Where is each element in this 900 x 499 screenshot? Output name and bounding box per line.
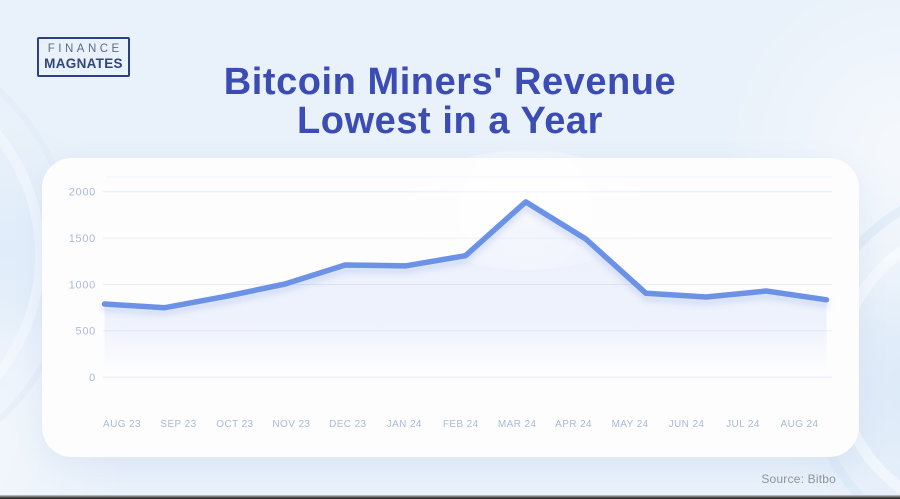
svg-text:2000: 2000 [69, 187, 96, 199]
svg-text:APR 24: APR 24 [555, 419, 592, 430]
svg-text:JUN 24: JUN 24 [669, 419, 705, 430]
svg-text:OCT 23: OCT 23 [216, 419, 253, 430]
svg-text:AUG 23: AUG 23 [103, 419, 141, 430]
svg-text:MAR 24: MAR 24 [498, 419, 537, 430]
svg-text:JUL 24: JUL 24 [726, 419, 760, 430]
svg-text:0: 0 [89, 372, 96, 384]
svg-text:MAY 24: MAY 24 [612, 419, 649, 430]
svg-text:1500: 1500 [69, 233, 96, 245]
svg-text:AUG 24: AUG 24 [781, 419, 819, 430]
svg-text:JAN 24: JAN 24 [387, 419, 422, 430]
svg-text:DEC 23: DEC 23 [329, 419, 366, 430]
svg-text:NOV 23: NOV 23 [272, 419, 310, 430]
svg-text:500: 500 [76, 326, 96, 338]
svg-text:1000: 1000 [69, 279, 96, 291]
svg-text:FEB 24: FEB 24 [443, 419, 479, 430]
svg-text:SEP 23: SEP 23 [160, 419, 196, 430]
